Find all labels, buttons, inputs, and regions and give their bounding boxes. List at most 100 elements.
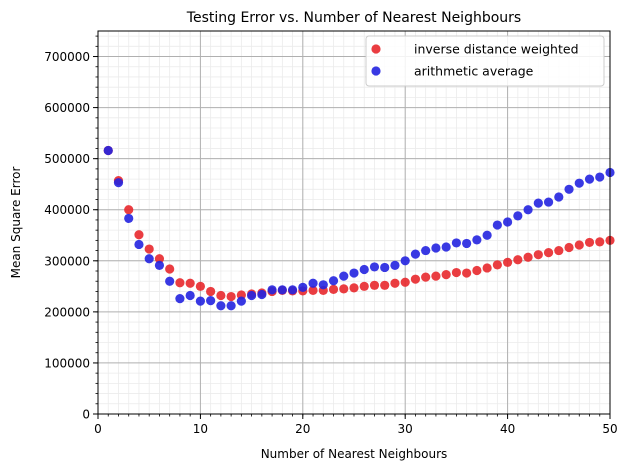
data-point xyxy=(451,238,461,248)
legend-label: inverse distance weighted xyxy=(414,42,579,57)
chart-title: Testing Error vs. Number of Nearest Neig… xyxy=(186,10,521,26)
legend-label: arithmetic average xyxy=(414,64,534,79)
data-point xyxy=(584,237,595,248)
data-point xyxy=(441,242,451,252)
legend-marker xyxy=(371,66,381,76)
data-point xyxy=(328,276,339,286)
data-point xyxy=(410,249,421,259)
x-tick-label: 20 xyxy=(295,422,310,436)
data-point xyxy=(134,239,144,250)
data-point xyxy=(103,145,113,156)
data-point xyxy=(328,284,339,294)
data-point xyxy=(308,285,318,296)
data-point xyxy=(175,293,185,304)
y-tick-label: 200000 xyxy=(44,305,90,319)
data-point xyxy=(175,278,185,288)
data-point xyxy=(533,198,543,208)
data-point xyxy=(543,197,554,207)
data-point xyxy=(595,237,605,247)
data-point xyxy=(369,280,380,290)
data-point xyxy=(277,285,287,295)
data-point xyxy=(298,282,308,292)
data-point xyxy=(462,238,472,249)
data-point xyxy=(339,284,349,294)
data-point xyxy=(492,260,502,270)
data-point xyxy=(144,254,154,264)
data-point xyxy=(216,290,226,301)
data-point xyxy=(554,192,564,202)
data-point xyxy=(359,281,369,291)
data-point xyxy=(359,264,369,275)
x-tick-label: 10 xyxy=(193,422,208,436)
data-point xyxy=(134,230,144,240)
data-point xyxy=(349,268,359,278)
data-point xyxy=(154,254,165,264)
data-point xyxy=(441,269,451,280)
data-point xyxy=(564,242,574,253)
data-point xyxy=(287,285,298,295)
data-point xyxy=(574,178,584,188)
y-tick-label: 0 xyxy=(82,408,90,422)
data-point xyxy=(195,296,205,306)
data-point xyxy=(267,285,277,295)
data-point xyxy=(595,172,605,182)
data-point xyxy=(492,220,502,230)
legend-marker xyxy=(371,44,381,54)
data-point xyxy=(124,205,134,215)
data-point xyxy=(472,235,482,245)
data-point xyxy=(144,244,154,254)
data-point xyxy=(380,280,390,290)
data-point xyxy=(503,257,513,267)
data-point xyxy=(216,301,226,311)
data-point xyxy=(554,245,564,256)
data-point xyxy=(462,268,472,278)
data-point xyxy=(124,213,134,224)
data-point xyxy=(513,211,523,221)
y-axis-label: Mean Square Error xyxy=(9,167,23,279)
data-point xyxy=(513,255,523,265)
data-point xyxy=(185,290,195,301)
data-point xyxy=(206,296,216,306)
data-point xyxy=(165,276,175,286)
data-point xyxy=(206,286,216,297)
data-point xyxy=(226,301,236,311)
data-point xyxy=(543,248,554,258)
data-point xyxy=(533,250,543,260)
data-point xyxy=(431,243,441,253)
x-tick-label: 50 xyxy=(602,422,617,436)
grid xyxy=(97,31,611,415)
data-point xyxy=(308,278,318,288)
data-point xyxy=(236,296,246,306)
legend-box xyxy=(365,35,605,87)
x-axis-label: Number of Nearest Neighbours xyxy=(261,447,448,461)
y-tick-label: 500000 xyxy=(44,152,90,166)
data-point xyxy=(503,217,513,227)
x-tick-label: 40 xyxy=(500,422,515,436)
data-points xyxy=(103,145,615,311)
y-tick-label: 700000 xyxy=(44,50,90,64)
data-point xyxy=(165,264,175,274)
data-point xyxy=(113,178,124,188)
data-point xyxy=(584,174,595,184)
data-point xyxy=(390,278,400,288)
data-point xyxy=(339,271,349,281)
x-tick-label: 30 xyxy=(398,422,413,436)
data-point xyxy=(431,271,441,281)
series-arithmetic-average xyxy=(103,145,615,311)
x-tick-label: 0 xyxy=(94,422,102,436)
y-tick-label: 400000 xyxy=(44,203,90,217)
axis-ticks: 0 10 20 30 40 50 0 100000 200000 300000 400000 5000… xyxy=(44,35,618,436)
data-point xyxy=(247,290,257,301)
data-point xyxy=(482,230,492,240)
data-point xyxy=(226,291,236,302)
data-point xyxy=(482,263,492,273)
data-point xyxy=(380,262,390,273)
data-point xyxy=(523,252,533,262)
data-point xyxy=(349,283,359,293)
data-point xyxy=(523,205,533,215)
data-point xyxy=(195,281,205,291)
data-point xyxy=(400,256,410,266)
data-point xyxy=(318,280,328,290)
y-tick-label: 600000 xyxy=(44,101,90,115)
